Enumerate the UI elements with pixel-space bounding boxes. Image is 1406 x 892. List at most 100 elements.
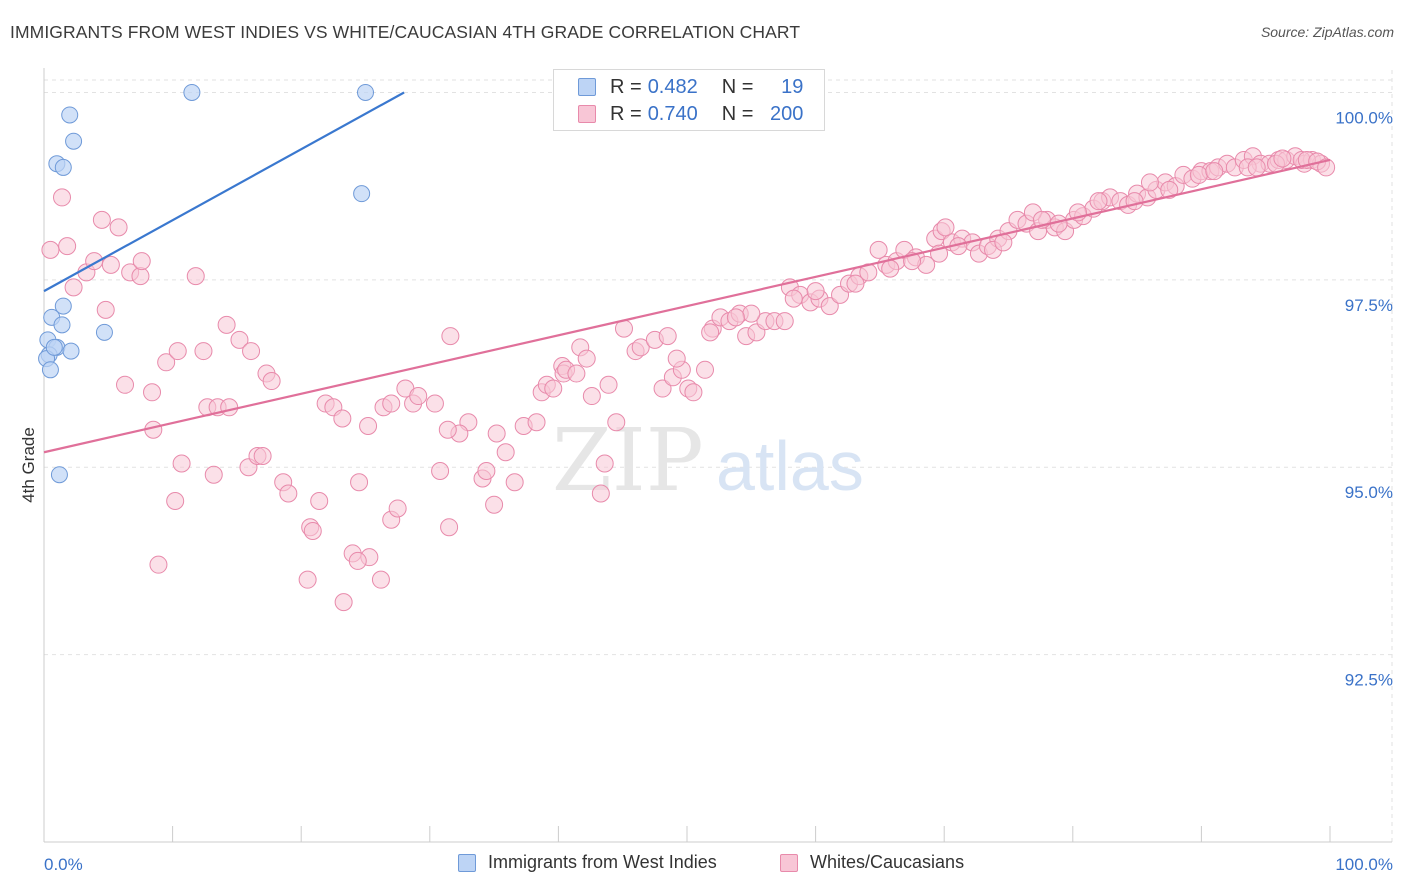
data-point-whites [582, 387, 601, 406]
data-point-whites [310, 491, 329, 510]
data-point-west-indies [95, 323, 113, 341]
data-point-whites [438, 420, 457, 439]
data-point-whites [204, 465, 223, 484]
data-point-whites [684, 383, 703, 402]
data-point-whites [567, 364, 586, 383]
data-point-whites [505, 473, 524, 492]
data-point-whites [279, 484, 298, 503]
data-point-whites [371, 570, 390, 589]
data-point-whites [333, 409, 352, 428]
data-point-whites [527, 413, 546, 432]
grid-layer [44, 70, 1393, 842]
data-point-whites [1125, 192, 1144, 211]
legend-n-label: N = [721, 102, 754, 125]
legend-r-label: R = [610, 102, 642, 125]
data-point-west-indies [65, 132, 83, 150]
x-tick-label-min: 0.0% [44, 855, 83, 874]
legend-row-west-indies: R = 0.482 N = 19 [578, 74, 803, 100]
data-point-whites [230, 330, 249, 349]
data-point-whites [194, 342, 213, 361]
data-point-west-indies [53, 316, 71, 334]
data-point-whites [131, 267, 150, 286]
data-point-whites [166, 491, 185, 510]
stats-legend: R = 0.482 N = 19 R = 0.740 N = 200 [553, 69, 825, 131]
y-tick-label: 92.5% [1345, 671, 1393, 690]
legend-label-west-indies: Immigrants from West Indies [488, 852, 717, 872]
axis-layer [43, 68, 1392, 843]
data-point-whites [936, 218, 955, 237]
watermark-zip: ZIP [552, 411, 704, 511]
data-point-whites [1140, 173, 1159, 192]
legend-r-label: R = [610, 75, 642, 98]
data-point-whites [172, 454, 191, 473]
data-point-whites [58, 237, 77, 256]
data-point-whites [544, 379, 563, 398]
data-point-whites [262, 372, 281, 391]
data-point-whites [1317, 158, 1336, 177]
data-point-west-indies [357, 83, 374, 101]
series-whites-caucasians-points [41, 147, 1336, 612]
data-point-whites [109, 218, 128, 237]
trend-line-west-indies [43, 91, 405, 293]
legend-n-value: 19 [781, 75, 804, 98]
data-point-whites [701, 323, 720, 342]
data-point-whites [96, 300, 115, 319]
data-point-whites [253, 447, 272, 465]
data-point-whites [157, 353, 176, 372]
legend-r-value: 0.482 [647, 75, 698, 98]
data-point-whites [41, 240, 60, 259]
data-point-whites [806, 282, 825, 301]
data-point-whites [595, 454, 614, 473]
data-point-whites [143, 383, 162, 402]
data-point-whites [303, 521, 322, 540]
data-point-whites [116, 375, 135, 394]
data-point-west-indies [61, 106, 79, 124]
data-point-whites [487, 424, 506, 443]
x-tick-label-max: 100.0% [1335, 855, 1393, 874]
data-point-whites [64, 278, 83, 297]
data-point-whites [101, 255, 120, 274]
data-point-whites [1160, 180, 1179, 199]
data-point-whites [440, 518, 459, 537]
data-point-whites [820, 297, 839, 316]
data-point-whites [1089, 192, 1108, 211]
data-point-whites [591, 484, 610, 503]
trend-lines [43, 91, 1331, 454]
data-point-whites [92, 210, 111, 229]
data-point-west-indies [183, 83, 201, 101]
legend-n-value: 200 [770, 102, 804, 125]
trend-line-whites [43, 158, 1331, 454]
data-point-whites [775, 312, 794, 331]
data-point-whites [409, 387, 428, 406]
legend-swatch-whites [578, 105, 596, 123]
data-point-whites [388, 499, 407, 518]
data-point-whites [726, 308, 745, 327]
watermark: ZIP atlas [552, 411, 864, 511]
data-point-whites [425, 394, 444, 413]
data-point-whites [658, 327, 677, 346]
legend-item-west-indies[interactable]: Immigrants from West Indies [458, 852, 717, 873]
series-legend: Immigrants from West Indies Whites/Cauca… [0, 852, 1406, 876]
data-point-whites [653, 379, 672, 398]
data-point-whites [496, 443, 515, 462]
chart-title: IMMIGRANTS FROM WEST INDIES VS WHITE/CAU… [10, 22, 801, 42]
data-point-whites [220, 398, 239, 417]
data-point-whites [441, 327, 460, 346]
legend-row-whites: R = 0.740 N = 200 [578, 101, 803, 127]
data-point-whites [168, 342, 187, 361]
data-point-whites [242, 342, 261, 361]
data-point-whites [599, 375, 618, 394]
data-point-whites [667, 349, 686, 368]
data-point-whites [607, 413, 626, 432]
data-point-whites [696, 360, 715, 379]
data-point-whites [1247, 158, 1266, 177]
data-point-whites [631, 338, 650, 357]
legend-item-whites[interactable]: Whites/Caucasians [780, 852, 964, 873]
legend-n-label: N = [721, 75, 754, 98]
data-point-whites [186, 267, 205, 286]
y-tick-label: 97.5% [1345, 296, 1393, 315]
data-point-whites [132, 252, 151, 271]
data-point-whites [431, 461, 450, 480]
data-point-whites [742, 304, 761, 323]
